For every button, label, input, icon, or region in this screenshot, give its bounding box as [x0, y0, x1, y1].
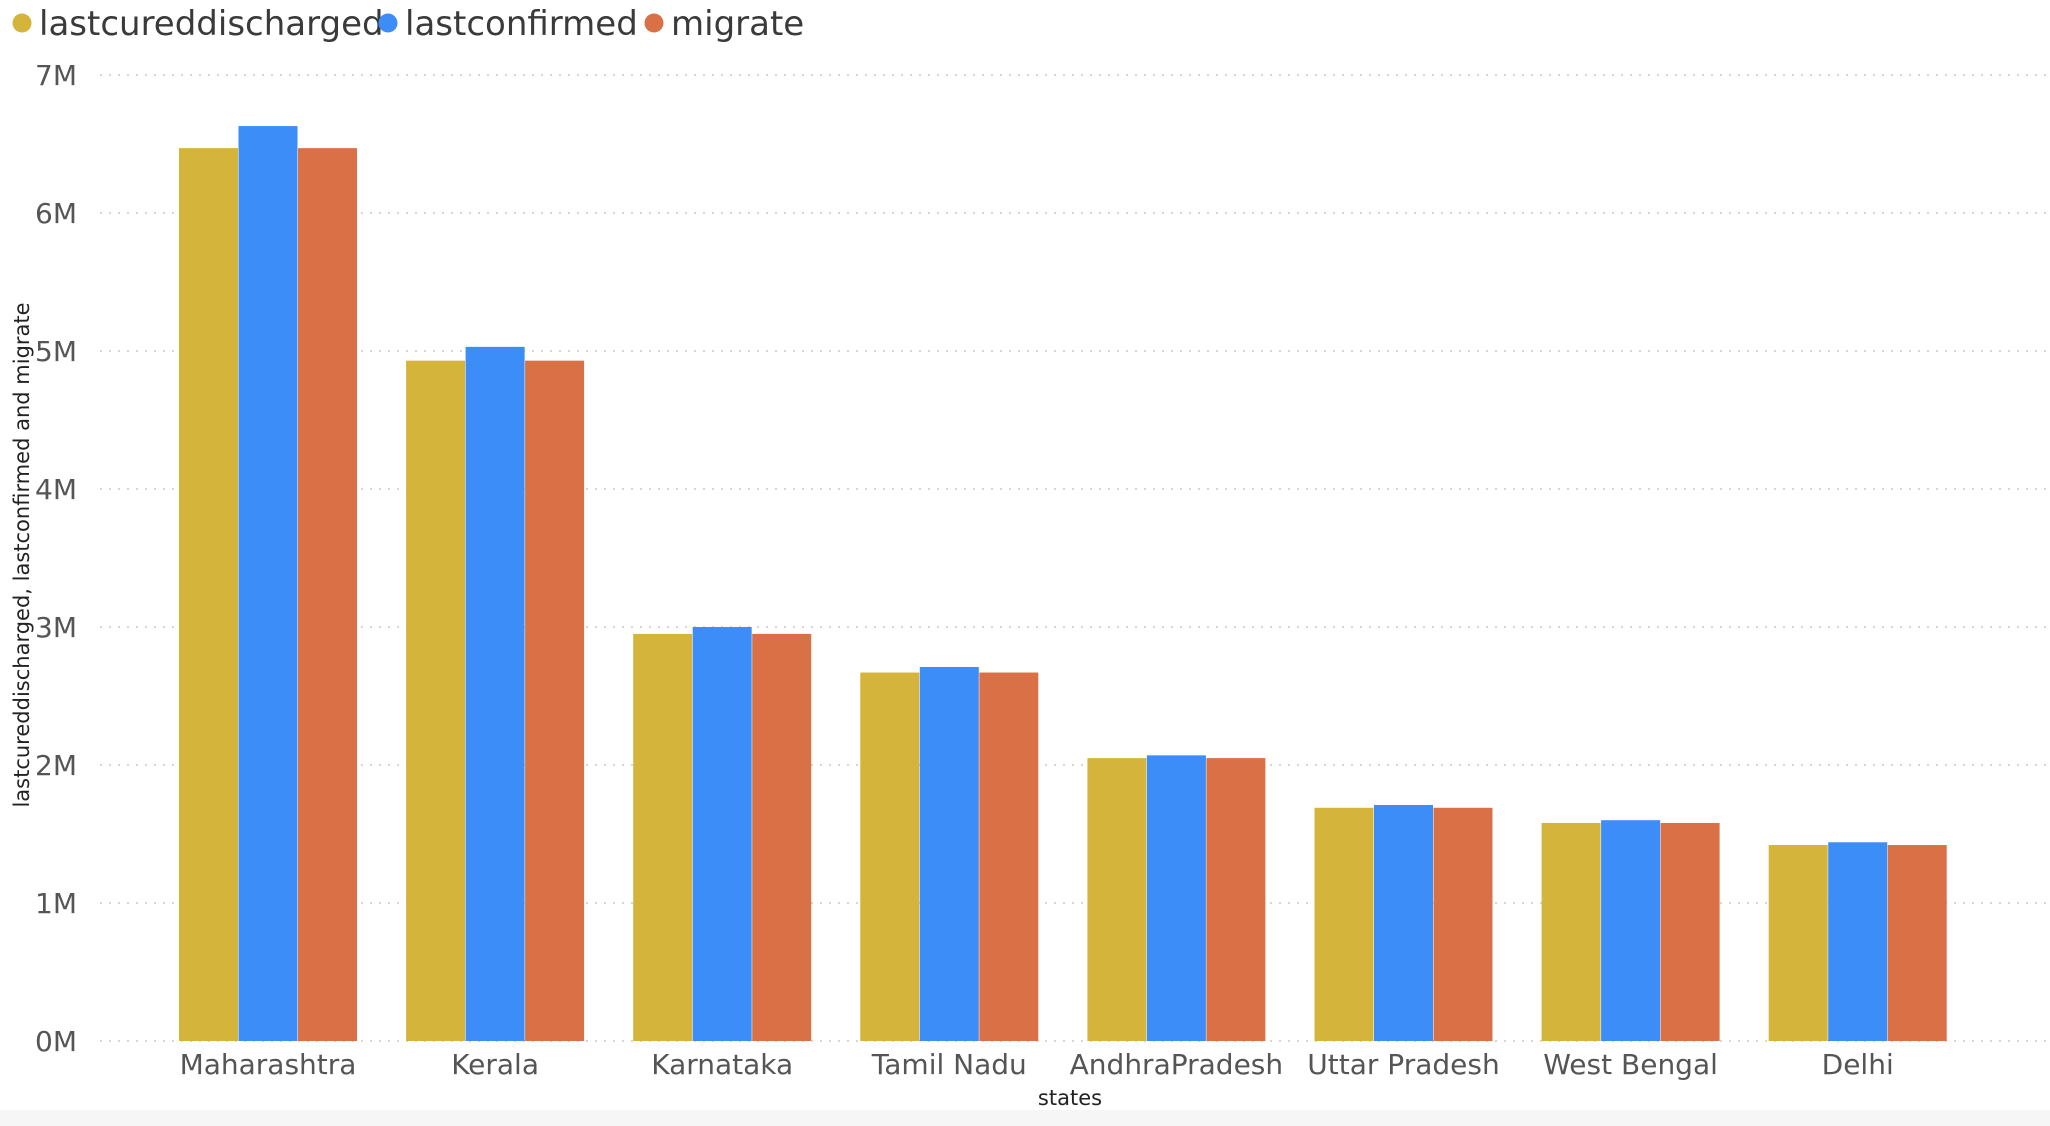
- y-axis-ticks: 0M 1M 2M 3M 4M 5M 6M 7M: [35, 59, 77, 1058]
- x-axis-title: states: [1038, 1086, 1102, 1110]
- bar-migrate-west-bengal[interactable]: [1660, 822, 1720, 1041]
- legend-label-lastconfirmed[interactable]: lastconfirmed: [405, 4, 638, 44]
- y-tick-label: 3M: [35, 611, 77, 644]
- bar-lastconfirmed-tamil-nadu[interactable]: [919, 667, 979, 1041]
- y-tick-label: 4M: [35, 473, 77, 506]
- x-tick-label: AndhraPradesh: [1070, 1048, 1284, 1081]
- bar-lastconfirmed-delhi[interactable]: [1828, 842, 1888, 1041]
- bar-migrate-kerala[interactable]: [525, 360, 585, 1041]
- bar-lastconfirmed-uttar-pradesh[interactable]: [1374, 805, 1433, 1041]
- bar-lastcureddischarged-andhrapradesh[interactable]: [1087, 758, 1147, 1041]
- legend-label-migrate[interactable]: migrate: [671, 4, 804, 44]
- legend-label-lastcureddischarged[interactable]: lastcureddischarged: [39, 4, 384, 44]
- bar-lastconfirmed-maharashtra[interactable]: [238, 126, 298, 1041]
- bar-lastcureddischarged-tamil-nadu[interactable]: [860, 672, 920, 1041]
- bars: [179, 126, 1947, 1041]
- x-tick-label: Kerala: [451, 1048, 539, 1081]
- bar-lastconfirmed-andhrapradesh[interactable]: [1146, 755, 1206, 1041]
- bar-lastconfirmed-kerala[interactable]: [465, 346, 525, 1041]
- x-tick-label: Tamil Nadu: [871, 1048, 1027, 1081]
- bar-migrate-andhrapradesh[interactable]: [1206, 758, 1266, 1041]
- x-axis-ticks: Maharashtra Kerala Karnataka Tamil Nadu Andh…: [180, 1048, 1894, 1081]
- x-tick-label: Uttar Pradesh: [1307, 1048, 1499, 1081]
- bottom-band: [0, 1110, 2050, 1126]
- y-tick-label: 2M: [35, 749, 77, 782]
- bar-lastcureddischarged-kerala[interactable]: [406, 360, 466, 1041]
- bar-lastconfirmed-west-bengal[interactable]: [1601, 820, 1661, 1041]
- gridlines: [100, 74, 2048, 1042]
- legend-marker-lastcureddischarged: [12, 13, 32, 33]
- legend-marker-migrate: [644, 13, 664, 33]
- legend: lastcureddischarged lastconfirmed migrate: [12, 4, 804, 44]
- y-tick-label: 0M: [35, 1025, 77, 1058]
- x-tick-label: Delhi: [1822, 1048, 1894, 1081]
- y-tick-label: 6M: [35, 197, 77, 230]
- bar-migrate-maharashtra[interactable]: [298, 148, 357, 1041]
- legend-marker-lastconfirmed: [378, 13, 398, 33]
- y-axis-title: lastcureddischarged, lastconfirmed and m…: [10, 302, 34, 807]
- x-tick-label: Maharashtra: [180, 1048, 357, 1081]
- bar-lastcureddischarged-karnataka[interactable]: [633, 633, 693, 1041]
- y-tick-label: 5M: [35, 335, 77, 368]
- y-tick-label: 1M: [35, 887, 77, 920]
- bar-lastcureddischarged-uttar-pradesh[interactable]: [1314, 807, 1374, 1041]
- x-tick-label: Karnataka: [651, 1048, 793, 1081]
- x-tick-label: West Bengal: [1543, 1048, 1718, 1081]
- bar-migrate-uttar-pradesh[interactable]: [1433, 807, 1493, 1041]
- bar-migrate-karnataka[interactable]: [752, 633, 812, 1041]
- bar-lastcureddischarged-west-bengal[interactable]: [1541, 822, 1601, 1041]
- bar-migrate-delhi[interactable]: [1887, 845, 1947, 1041]
- bar-lastconfirmed-karnataka[interactable]: [692, 627, 752, 1041]
- bar-migrate-tamil-nadu[interactable]: [979, 672, 1039, 1041]
- y-tick-label: 7M: [35, 59, 77, 92]
- bar-lastcureddischarged-delhi[interactable]: [1768, 845, 1828, 1041]
- bar-lastcureddischarged-maharashtra[interactable]: [179, 148, 238, 1041]
